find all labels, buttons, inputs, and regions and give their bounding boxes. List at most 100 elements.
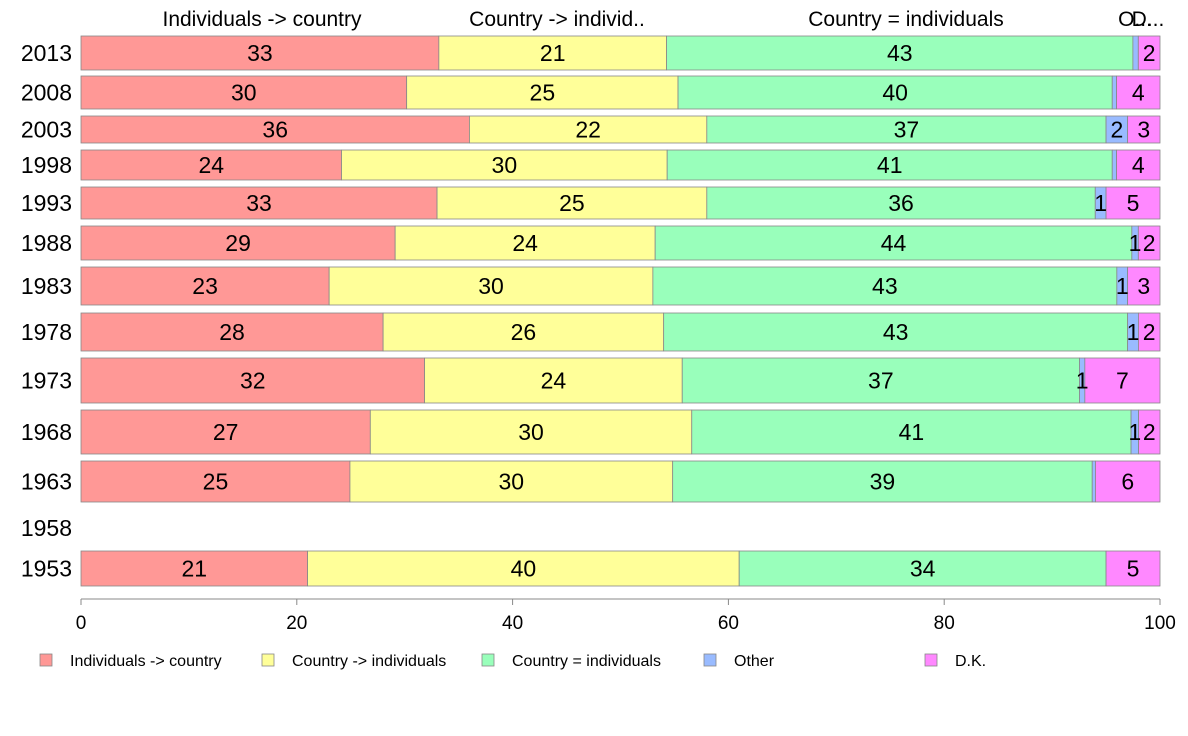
legend: Individuals -> country Country -> individ… (39, 653, 986, 670)
top-labels: Individuals -> country Country -> individ… (162, 8, 1164, 31)
bar-value-label: 34 (910, 556, 936, 582)
bar-segment (80, 186, 438, 220)
year-label: 1983 (21, 273, 72, 299)
year-label: 2008 (21, 80, 72, 106)
bar-segment (738, 550, 1107, 587)
bar-value-label: 2 (1143, 419, 1156, 445)
bar-value-label: 2 (1143, 40, 1156, 66)
bar-value-label: 24 (198, 152, 224, 178)
bar-segment (1137, 35, 1161, 71)
bar-segment (80, 75, 408, 110)
year-label: 1993 (21, 190, 72, 216)
bar-segment (1137, 225, 1161, 261)
bar-value-label: 43 (887, 40, 913, 66)
bar-segment (436, 186, 708, 220)
bar-segment (1105, 550, 1161, 587)
bar-segment (424, 357, 683, 404)
bar-segment (80, 312, 384, 352)
bar-value-label: 28 (219, 319, 245, 345)
bar-value-label: 25 (530, 80, 556, 106)
year-label: 1953 (21, 556, 72, 582)
bar-value-label: 27 (213, 419, 239, 445)
bar-segment (1127, 115, 1161, 144)
bar-value-label: 1 (1129, 230, 1142, 256)
legend-swatch (39, 653, 53, 667)
bar-segment (80, 357, 425, 404)
bar-value-label: 36 (888, 190, 914, 216)
legend-label: Country = individuals (512, 653, 661, 670)
bar-segment (80, 460, 351, 503)
bars: 33 21 43 230 25 40 436 22 37 2 324 30 41 433 25 36 1 529 2… (80, 35, 1161, 587)
bar-value-label: 2 (1143, 319, 1156, 345)
bar-value-label: 1 (1116, 273, 1129, 299)
bar-segment (406, 75, 679, 110)
legend-label: Individuals -> country (70, 653, 222, 670)
bar-segment (80, 115, 470, 144)
bar-value-label: 1 (1076, 368, 1089, 394)
bar-value-label: 21 (540, 40, 566, 66)
bar-value-label: 6 (1121, 469, 1134, 495)
bar-segment (1111, 75, 1117, 110)
year-label: 1998 (21, 152, 72, 178)
legend-label: Country -> individuals (292, 653, 446, 670)
bar-segment (654, 225, 1133, 261)
bar-segment (382, 312, 665, 352)
year-label: 2003 (21, 117, 72, 143)
top-label-0: Individuals -> country (162, 8, 362, 31)
bar-segment (369, 409, 693, 455)
bar-value-label: 2 (1143, 230, 1156, 256)
bar-segment (1132, 35, 1139, 71)
legend-label: Other (734, 653, 775, 670)
bar-segment (652, 266, 1118, 306)
bar-segment (706, 186, 1096, 220)
bar-value-label: 41 (877, 152, 903, 178)
bar-value-label: 5 (1127, 190, 1140, 216)
year-label: 2013 (21, 40, 72, 66)
bar-value-label: 1 (1094, 190, 1107, 216)
bar-value-label: 3 (1137, 273, 1150, 299)
bar-segment (1111, 149, 1117, 181)
top-label-4: D... (1132, 8, 1165, 31)
bar-value-label: 30 (499, 469, 525, 495)
bar-segment (1138, 409, 1161, 455)
legend-swatch (924, 653, 938, 667)
top-label-2: Country = individuals (808, 8, 1004, 31)
bar-segment (663, 312, 1129, 352)
bar-value-label: 36 (262, 117, 288, 143)
bar-value-label: 25 (559, 190, 585, 216)
bar-value-label: 4 (1132, 152, 1145, 178)
bar-segment (1091, 460, 1096, 503)
bar-value-label: 23 (192, 273, 218, 299)
year-label: 1973 (21, 368, 72, 394)
bar-value-label: 41 (899, 419, 925, 445)
bar-value-label: 22 (575, 117, 601, 143)
bar-value-label: 33 (247, 40, 273, 66)
legend-swatch (703, 653, 717, 667)
bar-value-label: 5 (1127, 556, 1140, 582)
bar-segment (80, 550, 308, 587)
bar-value-label: 37 (894, 117, 920, 143)
legend-swatch (261, 653, 275, 667)
x-tick-label: 60 (718, 613, 739, 634)
bar-segment (438, 35, 667, 71)
year-label: 1958 (21, 515, 72, 541)
bar-value-label: 7 (1116, 368, 1129, 394)
bar-segment (1138, 312, 1161, 352)
bar-value-label: 32 (240, 368, 266, 394)
top-label-1: Country -> individ.. (469, 8, 645, 31)
bar-value-label: 33 (246, 190, 272, 216)
bar-value-label: 40 (882, 80, 908, 106)
bar-segment (681, 357, 1080, 404)
year-label: 1978 (21, 319, 72, 345)
bar-segment (80, 225, 396, 261)
bar-segment (394, 225, 656, 261)
bar-value-label: 43 (872, 273, 898, 299)
x-tick-label: 20 (286, 613, 307, 634)
bar-value-label: 30 (518, 419, 544, 445)
x-tick-label: 100 (1144, 613, 1176, 634)
bar-value-label: 44 (881, 230, 907, 256)
bar-value-label: 1 (1128, 419, 1141, 445)
bar-value-label: 26 (511, 319, 537, 345)
bar-segment (706, 115, 1107, 144)
bar-value-label: 37 (868, 368, 894, 394)
